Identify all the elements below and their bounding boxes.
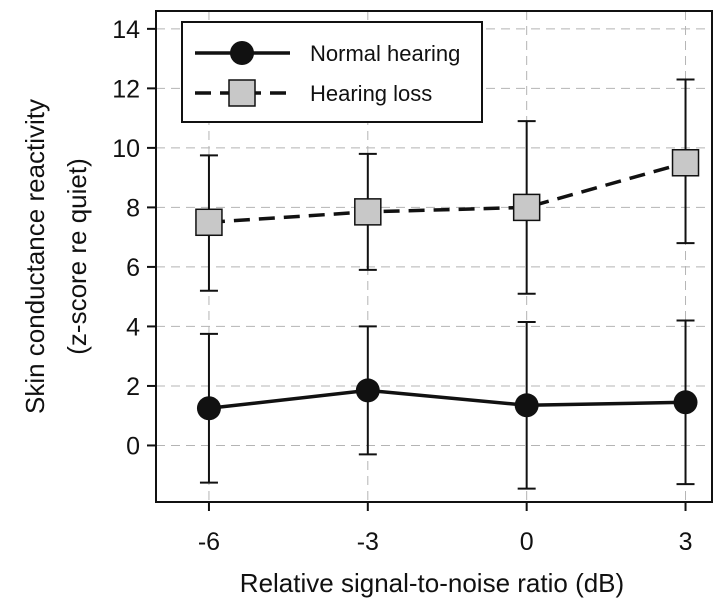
legend-marker-square bbox=[228, 79, 256, 107]
y-tick-label: 10 bbox=[112, 135, 140, 163]
data-point-circle bbox=[196, 396, 221, 421]
legend: Normal hearing Hearing loss bbox=[181, 21, 483, 123]
legend-marker-circle bbox=[230, 41, 254, 65]
series-line bbox=[208, 161, 686, 225]
tick-layer: 0 2 4 6 8 10 12 14 -6 -3 0 3 bbox=[112, 16, 692, 556]
y-tick-label: 4 bbox=[126, 313, 140, 341]
data-point-circle bbox=[355, 378, 380, 403]
y-tick-label: 6 bbox=[126, 254, 140, 282]
data-point-circle bbox=[673, 390, 698, 415]
data-point-square bbox=[671, 149, 700, 177]
x-tick-label: 3 bbox=[679, 528, 693, 556]
legend-label: Hearing loss bbox=[310, 81, 432, 106]
x-tick-label: 0 bbox=[520, 528, 534, 556]
x-tick-label: -3 bbox=[357, 528, 379, 556]
series-hearing-loss bbox=[195, 78, 700, 295]
series-normal-hearing bbox=[196, 319, 698, 490]
legend-label: Normal hearing bbox=[310, 41, 460, 66]
x-axis-label: Relative signal-to-noise ratio (dB) bbox=[240, 568, 624, 598]
series-line bbox=[208, 388, 686, 411]
y-axis-label-line-1: Skin conductance reactivity bbox=[20, 99, 50, 414]
y-tick-label: 0 bbox=[126, 432, 140, 460]
y-tick-label: 12 bbox=[112, 75, 140, 103]
y-axis-label-line-2: (z-score re quiet) bbox=[62, 158, 92, 355]
series-layer bbox=[195, 78, 700, 490]
legend-box bbox=[181, 21, 483, 123]
y-tick-label: 8 bbox=[126, 194, 140, 222]
data-point-square bbox=[354, 198, 382, 226]
data-point-square bbox=[512, 193, 541, 222]
y-tick-label: 2 bbox=[126, 373, 140, 401]
data-point-square bbox=[195, 208, 223, 237]
plot-frame bbox=[155, 10, 713, 503]
data-point-circle bbox=[514, 393, 539, 418]
y-tick-label: 14 bbox=[112, 16, 140, 44]
x-tick-label: -6 bbox=[198, 528, 220, 556]
